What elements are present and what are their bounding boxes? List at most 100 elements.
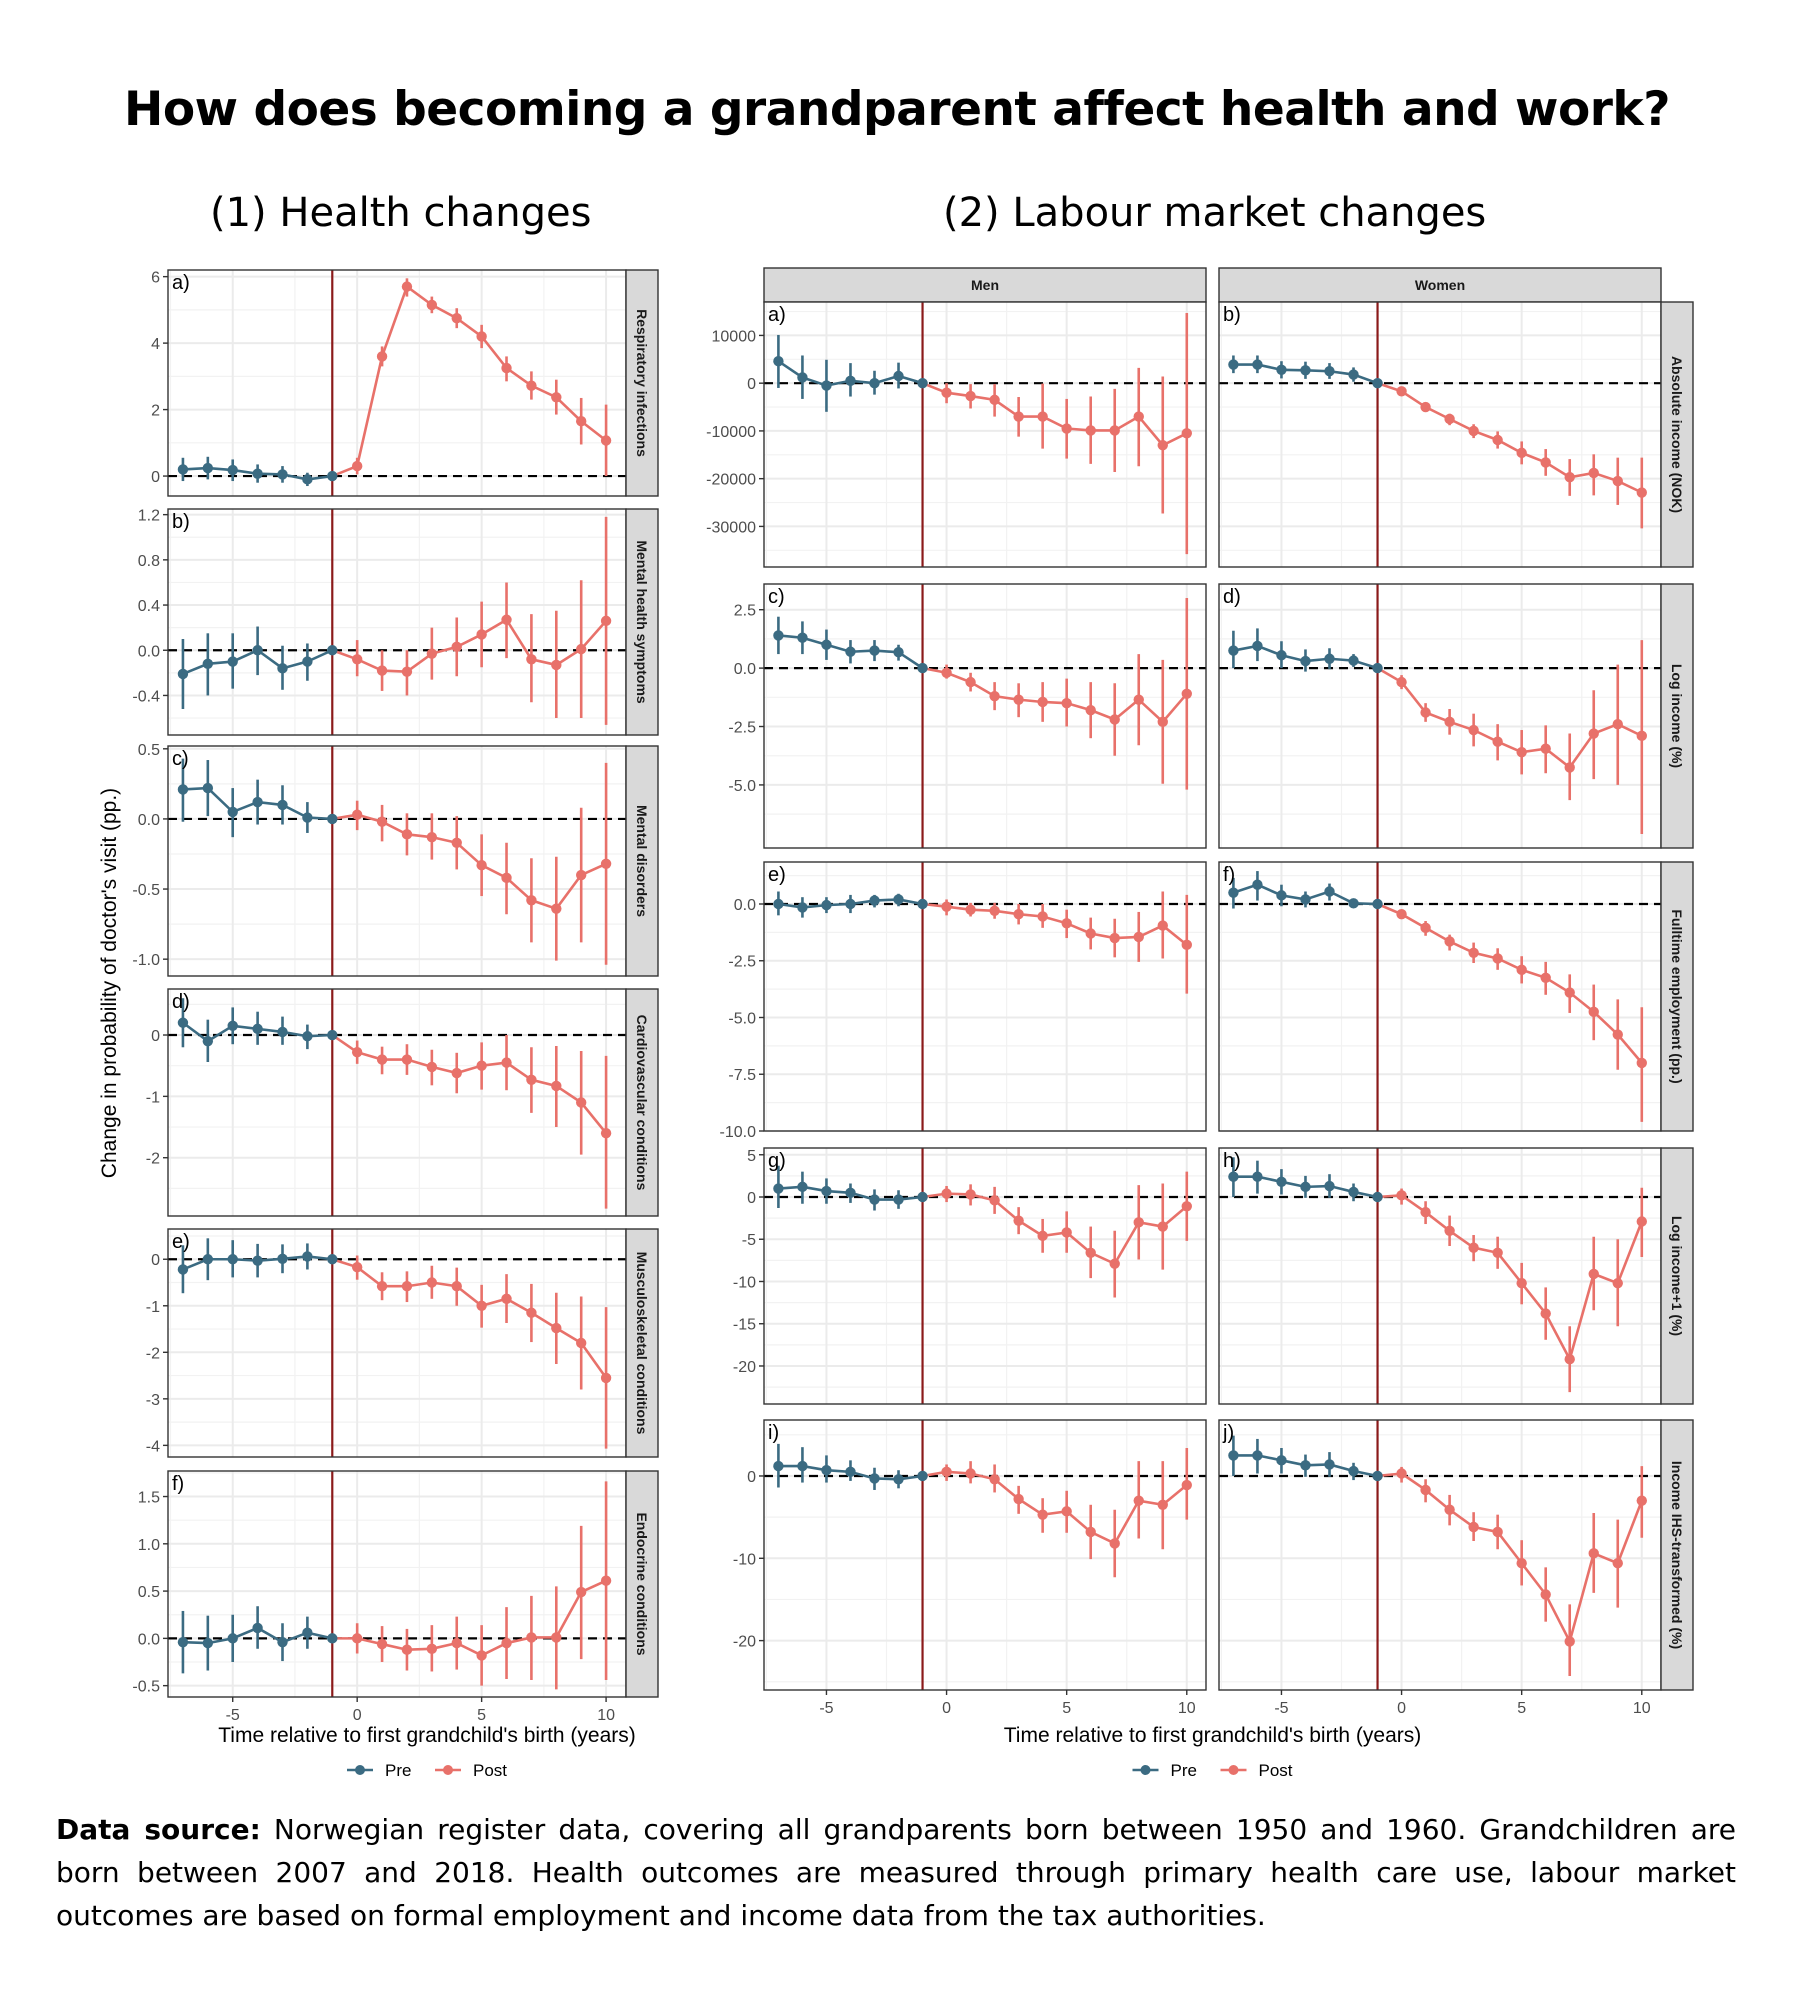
data-point: [1468, 947, 1479, 959]
panel-tag: b): [172, 511, 190, 533]
y-tick-label: -20: [733, 1634, 756, 1651]
panel-tag: e): [172, 1231, 190, 1253]
data-point: [1396, 1468, 1407, 1479]
panel-b: b) Absolute income (NOK): [1218, 301, 1694, 568]
data-point: [1564, 472, 1575, 483]
data-point: [1324, 366, 1335, 377]
facet-strip: [625, 508, 659, 736]
facet-strip-label: Income IHS-transformed (%): [1669, 1461, 1685, 1649]
data-point: [351, 1261, 363, 1273]
data-point: [1636, 1057, 1647, 1069]
data-point: [965, 1189, 976, 1200]
data-point: [1157, 440, 1168, 451]
y-tick-label: 4: [151, 336, 160, 353]
data-point: [575, 416, 587, 427]
data-point: [1588, 1006, 1599, 1018]
data-point: [376, 1281, 388, 1292]
data-point: [426, 1061, 438, 1073]
data-point: [476, 1650, 487, 1661]
data-point: [1252, 1171, 1263, 1182]
data-point: [1013, 411, 1024, 422]
data-point: [1085, 425, 1096, 436]
data-point: [202, 658, 214, 670]
x-tick-label: 10: [1633, 1700, 1651, 1717]
data-point: [1588, 467, 1599, 479]
y-tick-label: 2.5: [734, 603, 756, 620]
y-tick-label: -7.5: [728, 1067, 756, 1084]
data-point: [917, 898, 928, 910]
data-point: [351, 1633, 363, 1644]
y-tick-label: 0.4: [138, 598, 160, 615]
data-point: [1228, 359, 1239, 370]
y-tick-label: -5.0: [728, 778, 756, 795]
data-point: [526, 1074, 537, 1086]
data-point: [869, 377, 880, 389]
data-point: [1061, 1506, 1072, 1517]
data-point: [845, 1466, 856, 1478]
y-tick-label: -10: [733, 1551, 756, 1568]
data-point: [1540, 743, 1551, 754]
data-point: [1276, 890, 1287, 901]
data-point: [1133, 411, 1144, 422]
panel-tag: e): [768, 864, 786, 886]
panel-f: f) Fulltime employment (pp.): [1218, 861, 1694, 1132]
data-point: [1157, 1499, 1168, 1510]
x-axis-title-health: Time relative to first grandchild's birt…: [218, 1724, 636, 1747]
facet-strip: [625, 988, 659, 1217]
panel-a: -30000 -20000 -10000 0 10000 a): [706, 301, 1207, 568]
data-point: [1109, 425, 1120, 436]
data-point: [1492, 736, 1503, 747]
panel-h: h) Log income+1 (%): [1218, 1147, 1694, 1405]
data-point: [989, 394, 1000, 406]
data-point: [965, 904, 976, 915]
data-point: [426, 831, 438, 843]
y-tick-label: -2: [146, 1345, 160, 1362]
data-point: [252, 468, 263, 479]
data-point: [1109, 932, 1120, 944]
data-point: [1636, 730, 1647, 742]
data-point: [1420, 1484, 1431, 1496]
y-tick-label: -2: [146, 1151, 160, 1168]
data-point: [1276, 1176, 1287, 1187]
data-point: [1228, 887, 1239, 898]
data-point: [797, 902, 808, 913]
data-point: [1037, 1230, 1048, 1242]
data-point: [376, 1054, 388, 1065]
panel-d: d) Log income (%): [1218, 583, 1694, 849]
y-tick-label: -0.5: [132, 1679, 160, 1696]
data-point: [1228, 1450, 1239, 1461]
facet-strip-label: Women: [1415, 277, 1465, 293]
facet-strip: [1660, 1147, 1694, 1405]
y-tick-label: 5: [747, 1148, 756, 1165]
data-point: [1157, 920, 1168, 931]
data-point: [1468, 1521, 1479, 1533]
data-point: [351, 809, 363, 820]
data-point: [252, 1255, 263, 1266]
data-point: [426, 1643, 438, 1654]
data-point: [227, 1633, 238, 1644]
data-point: [917, 1191, 928, 1203]
data-point: [869, 645, 880, 656]
data-point: [526, 654, 537, 665]
data-point: [1061, 1227, 1072, 1238]
data-point: [551, 659, 562, 671]
data-point: [526, 1632, 537, 1643]
data-point: [1444, 1225, 1455, 1236]
data-point: [227, 1020, 238, 1032]
panel-g: -20 -15 -10 -5 0 5 g): [733, 1147, 1207, 1405]
data-point: [1324, 653, 1335, 664]
y-tick-label: 1.2: [138, 508, 160, 525]
y-tick-label: 0: [151, 1252, 160, 1269]
data-point: [1444, 1504, 1455, 1515]
data-point: [1372, 662, 1383, 674]
data-point: [1540, 1589, 1551, 1600]
data-point: [227, 1254, 238, 1265]
data-point: [451, 312, 462, 324]
data-point: [1181, 1479, 1192, 1491]
data-point: [941, 1188, 952, 1199]
legend-item-post: Post: [435, 1761, 507, 1780]
panel-tag: i): [768, 1422, 779, 1444]
data-point: [1636, 1216, 1647, 1227]
data-point: [989, 1195, 1000, 1206]
data-point: [893, 1474, 904, 1485]
